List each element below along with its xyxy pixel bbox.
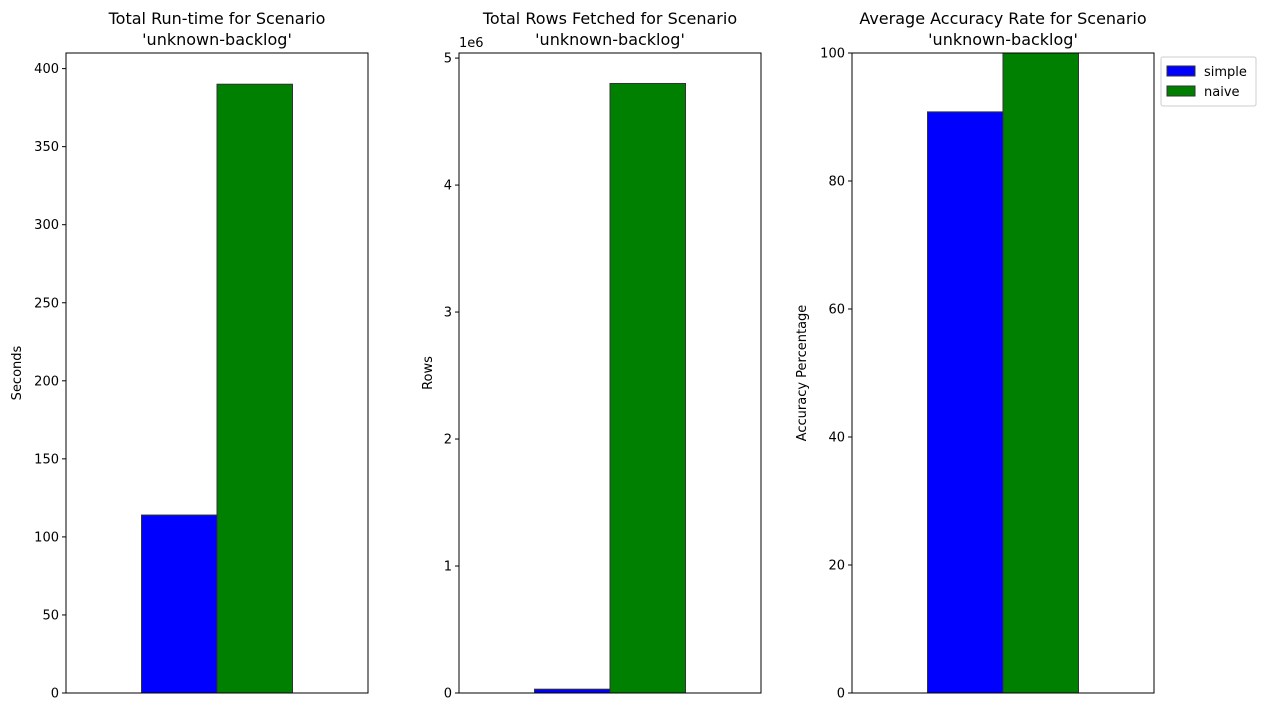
y-tick-label: 200: [34, 374, 59, 389]
y-tick-label: 0: [837, 687, 845, 702]
chart-title-line: 'unknown-backlog': [928, 30, 1078, 49]
y-tick-label: 0: [51, 687, 59, 702]
legend-swatch-simple: [1166, 65, 1196, 77]
y-tick-label: 60: [828, 303, 845, 318]
legend-swatch-naive: [1166, 85, 1196, 97]
bar-naive-1: [216, 83, 293, 694]
y-tick-label: 1: [444, 560, 452, 575]
y-tick-label: 3: [444, 306, 452, 321]
chart-title-line: Total Run-time for Scenario: [108, 9, 326, 28]
y-tick-label: 350: [34, 140, 59, 155]
bar-naive-3: [1002, 52, 1079, 694]
y-tick-label: 150: [34, 452, 59, 467]
chart-title-line: 'unknown-backlog': [535, 30, 685, 49]
y-tick-label: 40: [828, 431, 845, 446]
chart-title-line: Total Rows Fetched for Scenario: [482, 9, 737, 28]
bar-simple-1: [141, 514, 218, 694]
y-tick-label: 2: [444, 433, 452, 448]
y-tick-label: 100: [34, 530, 59, 545]
legend-label-simple: simple: [1204, 65, 1247, 80]
axes-frame-3: [851, 52, 1155, 694]
y-axis-label: Seconds: [10, 345, 25, 400]
y-tick-label: 400: [34, 62, 59, 77]
axes-frame-1: [65, 52, 369, 694]
y-tick-label: 0: [444, 687, 452, 702]
y-tick-label: 250: [34, 296, 59, 311]
y-tick-label: 20: [828, 559, 845, 574]
legend-label-naive: naive: [1204, 85, 1240, 100]
y-tick-label: 5: [444, 52, 452, 67]
y-axis-label: Accuracy Percentage: [795, 305, 810, 442]
y-tick-label: 300: [34, 218, 59, 233]
y-tick-label: 4: [444, 179, 452, 194]
bar-naive-2: [609, 82, 686, 694]
bar-simple-2: [534, 688, 611, 694]
axes-frame-2: [458, 52, 762, 694]
chart-title-line: Average Accuracy Rate for Scenario: [859, 9, 1146, 28]
bar-simple-3: [927, 111, 1004, 694]
y-offset-label: 1e6: [459, 36, 484, 51]
y-tick-label: 80: [828, 175, 845, 190]
y-tick-label: 100: [820, 47, 845, 62]
y-tick-label: 50: [42, 608, 59, 623]
chart-title-line: 'unknown-backlog': [142, 30, 292, 49]
y-axis-label: Rows: [421, 356, 436, 390]
